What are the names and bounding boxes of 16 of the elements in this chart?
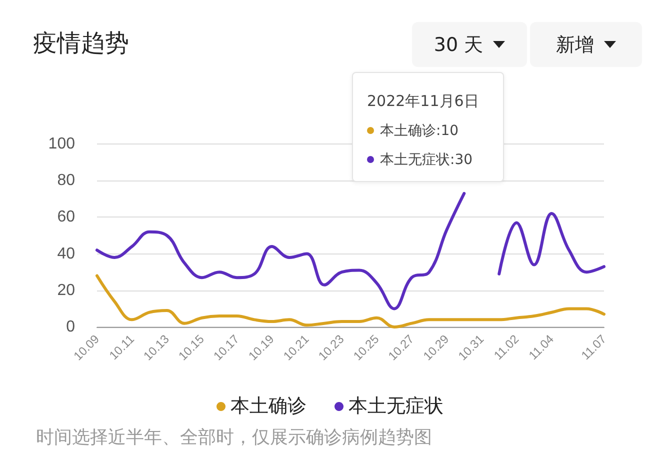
text: 2022年11月6日: [367, 91, 480, 112]
y-tick-label: 60: [57, 208, 76, 226]
y-tick-label: 20: [57, 282, 76, 299]
y-tick-label: 0: [66, 318, 76, 336]
line-series: [96, 274, 606, 328]
text: 时间选择近半年、全部时，仅展示确诊病例趋势图: [36, 426, 432, 449]
y-tick-label: 100: [48, 136, 76, 152]
chart-title: 疫情趋势: [33, 29, 129, 57]
text: 本土确诊:10: [379, 122, 460, 140]
text: 新增: [556, 32, 594, 58]
y-tick-label: 40: [57, 245, 76, 262]
text: 30 天: [434, 32, 484, 58]
y-tick-label: 80: [57, 172, 76, 190]
legend-label: 本土确诊: [230, 396, 306, 417]
legend-label: 本土无症状: [348, 396, 444, 417]
annotation: 本土无症状:30: [379, 150, 474, 170]
